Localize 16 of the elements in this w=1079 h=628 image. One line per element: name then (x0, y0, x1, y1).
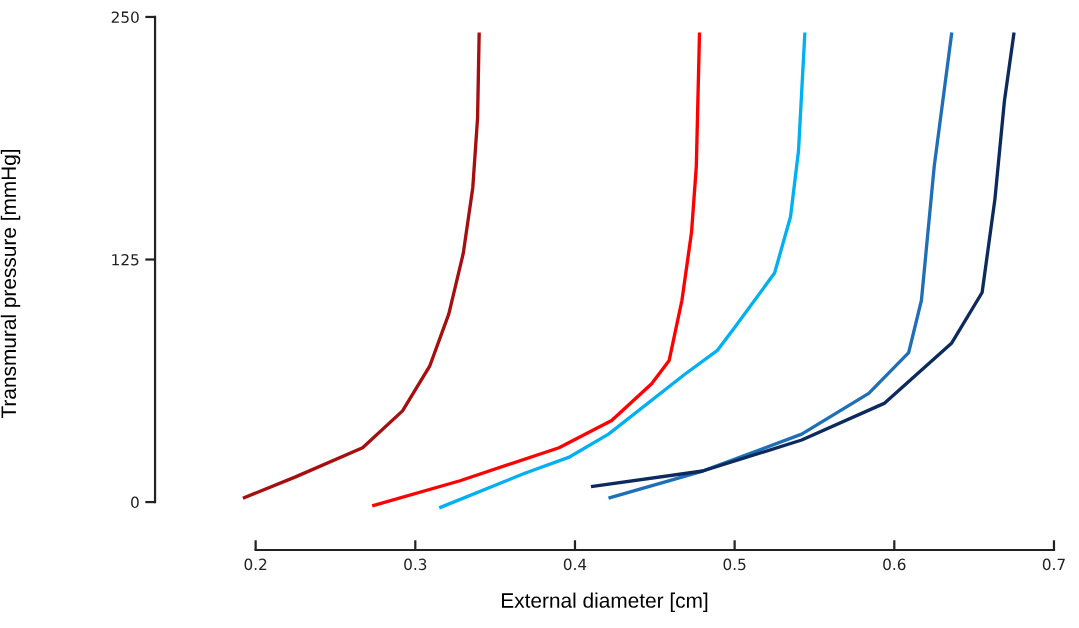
line-series (437, 30, 807, 510)
y-tick-label: 0 (131, 496, 139, 509)
line-series (589, 30, 1016, 489)
x-tick-label: 0.2 (244, 558, 267, 571)
line-series (606, 30, 954, 500)
x-tick-label: 0.4 (563, 558, 587, 571)
line-series (241, 30, 481, 500)
x-axis-title: External diameter [cm] (502, 592, 708, 612)
y-tick-label: 250 (111, 11, 139, 23)
y-axis-title: Transmural pressure [mmHg] (0, 149, 21, 419)
x-tick-label: 0.3 (404, 558, 427, 571)
line-series (370, 30, 702, 508)
y-tick-label: 125 (112, 253, 139, 266)
x-tick-label: 0.7 (1042, 558, 1065, 571)
x-tick-label: 0.6 (883, 558, 906, 571)
x-tick-label: 0.5 (723, 558, 746, 571)
